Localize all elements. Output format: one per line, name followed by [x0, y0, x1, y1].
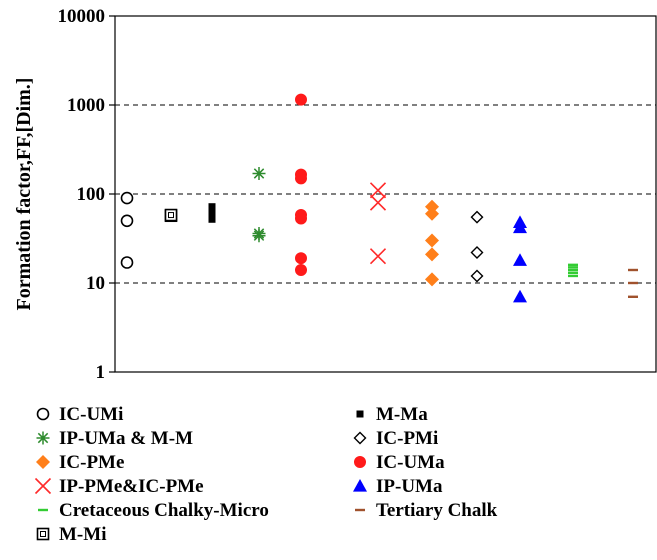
legend-item: IC-UMi — [36, 404, 123, 425]
marker-outer — [36, 527, 50, 541]
data-point — [164, 208, 178, 222]
legend-label: IC-PMi — [376, 428, 438, 449]
data-point — [208, 215, 216, 223]
data-point — [208, 212, 216, 220]
legend-item: IP-UMa — [353, 476, 443, 497]
y-tick-label: 10000 — [58, 6, 106, 27]
series-ic-pme — [425, 199, 439, 287]
series-ip-uma — [513, 215, 527, 303]
data-point — [513, 220, 527, 234]
legend-marker — [36, 455, 50, 469]
data-point — [295, 263, 307, 276]
y-tick-label: 1000 — [67, 95, 105, 116]
legend-label: IP-PMe&IC-PMe — [59, 476, 204, 497]
marker-inner — [40, 531, 46, 537]
data-point — [470, 210, 484, 224]
series-ic-pmi — [470, 210, 484, 283]
series-ic-uma — [295, 93, 307, 276]
legend-marker — [36, 407, 50, 421]
data-point — [425, 233, 439, 248]
data-point — [425, 206, 439, 221]
data-point — [425, 272, 439, 287]
legend-marker — [356, 410, 364, 418]
data-point — [369, 248, 387, 265]
data-point — [120, 256, 134, 269]
legend-marker — [34, 477, 52, 495]
data-point — [425, 247, 439, 262]
legend-item: M-Ma — [356, 404, 428, 425]
legend-item: Tertiary Chalk — [355, 500, 498, 521]
legend-label: IC-PMe — [59, 452, 124, 473]
data-point — [513, 289, 527, 303]
data-point — [208, 203, 216, 211]
data-point — [470, 269, 484, 283]
y-tick-label: 1 — [96, 362, 106, 383]
data-point — [369, 194, 387, 211]
data-point — [295, 93, 307, 106]
series-m-mi — [164, 208, 178, 223]
legend-marker — [36, 431, 50, 445]
data-point — [120, 214, 134, 228]
y-axis-title: Formation factor,FF,[Dim.] — [13, 78, 35, 311]
legend-item: IP-UMa & M-M — [36, 428, 193, 449]
y-tick-label: 10 — [86, 273, 105, 294]
data-point — [295, 172, 307, 185]
axes: 1 10 100 1000 10000 — [58, 6, 657, 383]
series-m-ma — [208, 203, 216, 223]
data-point — [470, 246, 484, 260]
series-ic-umi — [120, 191, 134, 269]
legend-label: IC-UMa — [376, 452, 445, 473]
legend-label: IP-UMa — [376, 476, 443, 497]
legend-label: IC-UMi — [59, 404, 123, 425]
legend-label: IP-UMa & M-M — [59, 428, 193, 449]
data-point — [252, 166, 266, 180]
data-point — [295, 252, 307, 265]
legend-item: IC-PMe — [36, 452, 124, 473]
marker-outer — [164, 208, 178, 222]
data-points — [120, 93, 638, 303]
y-tick-label: 100 — [77, 184, 106, 205]
gridlines — [115, 104, 656, 284]
series-tertiary-chalk — [628, 268, 638, 298]
legend-item: IC-UMa — [354, 452, 445, 473]
legend-item: IP-PMe&IC-PMe — [34, 476, 204, 497]
data-point — [369, 182, 387, 199]
legend-item: IC-PMi — [353, 428, 438, 449]
marker-inner — [168, 212, 174, 219]
legend-label: Cretaceous Chalky-Micro — [59, 500, 269, 521]
legend: IC-UMi M-Ma IP-UMa & M-M IC-PMi IC-PMe IC-UMa… — [34, 404, 498, 545]
data-point — [425, 199, 439, 214]
legend-marker — [353, 431, 367, 445]
legend-item: Cretaceous Chalky-Micro — [38, 500, 269, 521]
legend-label: M-Ma — [376, 404, 428, 425]
legend-marker — [353, 479, 367, 492]
data-point — [295, 212, 307, 225]
series-ip-pme-ic-pme — [369, 182, 387, 265]
data-point — [513, 253, 527, 266]
legend-marker — [354, 456, 366, 468]
legend-item: M-Mi — [36, 524, 106, 545]
legend-label: M-Mi — [59, 524, 106, 545]
series-cretaceous-chalky-micro — [568, 263, 578, 278]
legend-marker — [36, 527, 50, 541]
series-ip-uma-m-m — [252, 166, 266, 243]
data-point — [252, 229, 266, 243]
data-point — [120, 191, 134, 205]
legend-label: Tertiary Chalk — [376, 500, 498, 521]
